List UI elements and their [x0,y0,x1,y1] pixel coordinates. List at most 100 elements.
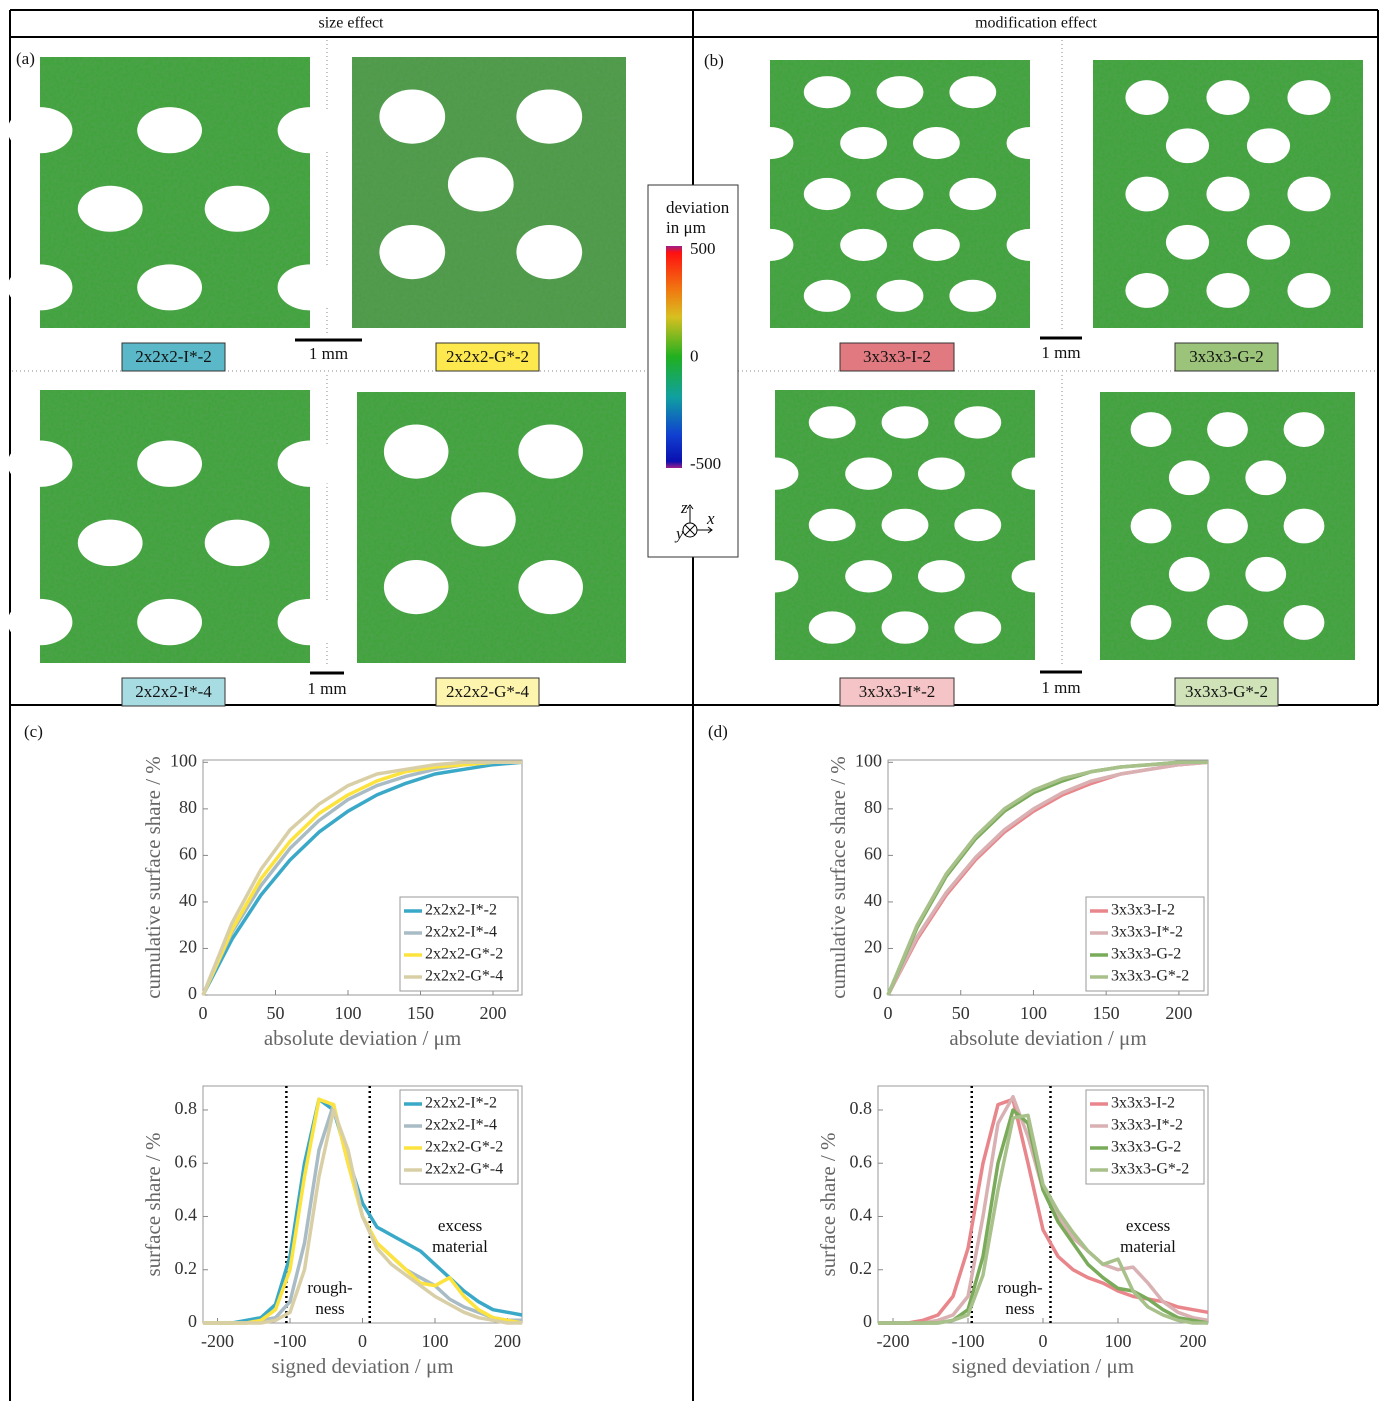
panel-label: (a) [16,49,35,68]
y-tick-label: 0.2 [175,1258,198,1278]
axes-icon-label: y [674,524,684,543]
y-axis-label: cumulative surface share / % [141,756,165,999]
lattice-hole [913,228,960,261]
annotation: material [1120,1237,1176,1256]
y-tick-label: 0.2 [850,1258,873,1278]
colorbar-box [647,184,739,558]
sample-label-box [1174,342,1279,372]
lattice-hole [751,560,799,593]
lattice-hole [204,185,270,232]
lattice-render [746,60,1054,328]
sample-label: 2x2x2-G*-2 [446,347,529,366]
data-line [886,760,1209,996]
colorbar-tick-label: 500 [690,239,716,258]
lattice-hole [518,560,583,615]
legend-label: 3x3x3-G-2 [1111,946,1181,963]
legend-label: 3x3x3-G*-2 [1111,968,1189,985]
data-line [878,1113,1208,1325]
sample-label: 2x2x2-G*-4 [446,682,530,701]
y-tick-label: 0.8 [175,1098,198,1118]
scale-bar-label: 1 mm [1041,678,1080,697]
y-axis-label: cumulative surface share / % [826,756,850,999]
data-line [203,1097,523,1325]
panel-label: (b) [704,51,724,70]
lattice-hole [1245,460,1287,496]
data-line [201,760,522,996]
x-tick-label: 200 [494,1331,521,1351]
lattice-hole [383,424,449,479]
y-tick-label: 100 [855,750,882,770]
sample-label: 2x2x2-I*-4 [135,682,212,701]
lattice-render [1093,60,1363,328]
x-tick-label: 0 [884,1003,893,1023]
lattice-hole [277,598,343,646]
lattice-hole [379,225,446,280]
axes-icon-label: z [680,498,688,517]
sample-label-box [839,677,955,707]
lattice-hole [1283,508,1325,544]
colorbar [666,246,682,468]
lattice-hole [954,406,1002,439]
colorbar-tick-label: -500 [690,454,721,473]
lattice-hole [808,611,856,644]
data-line [878,1097,1209,1325]
lattice-hole [803,279,851,312]
lattice-hole [1283,412,1325,447]
separators [12,40,1376,665]
lattice-render [1100,392,1355,660]
lattice-hole [949,279,997,312]
colorbar-label: deviation [666,198,730,217]
lattice-hole [277,264,343,311]
lattice-hole [746,228,794,261]
lattice-hole [949,177,997,211]
y-axis-label: surface share / % [141,1132,165,1276]
lattice-hole [137,107,203,154]
y-tick-label: 60 [179,844,197,864]
y-tick-label: 0 [873,983,882,1003]
lattice-render [357,392,626,663]
lattice-hole [1165,224,1210,260]
lattice-hole [949,76,997,109]
y-tick-label: 0.4 [175,1205,198,1225]
lattice-hole [1246,128,1291,164]
sample-label-box [839,342,955,372]
lattice-hole [845,560,892,593]
y-tick-label: 0.8 [850,1098,873,1118]
scale-bar-label: 1 mm [309,344,348,363]
x-axis-label: signed deviation / μm [952,1354,1134,1378]
lattice-hole [1006,228,1054,261]
legend-label: 3x3x3-I-2 [1111,1095,1175,1112]
legend-label: 2x2x2-G*-4 [425,1161,503,1178]
x-tick-label: 0 [1039,1331,1048,1351]
x-tick-label: -200 [877,1331,910,1351]
lattice-hole [1207,508,1248,544]
legend-label: 2x2x2-G*-2 [425,1139,503,1156]
sample-label-box [121,677,226,707]
axes-icon-label: x [706,509,715,528]
lattice-hole [954,611,1002,644]
lattice-hole [447,157,514,212]
y-tick-label: 40 [864,890,882,910]
lattice-hole [881,508,929,542]
lattice-hole [1168,556,1210,592]
lattice-render [751,390,1059,660]
lattice-hole [451,492,516,547]
legend-label: 2x2x2-I*-4 [425,1117,497,1134]
lattice-hole [840,127,887,160]
lattice-hole [516,225,583,280]
x-axis-label: absolute deviation / μm [264,1026,461,1050]
y-tick-label: 60 [864,844,882,864]
legend-label: 2x2x2-G*-4 [425,968,503,985]
lattice-hole [1206,273,1250,308]
x-tick-label: 100 [1105,1331,1132,1351]
lattice-hole [746,127,794,160]
lattice-hole [751,457,799,490]
lattice-hole [1283,605,1325,640]
lattice-render [7,57,343,328]
sample-label-box [435,342,540,372]
data-line [201,760,522,996]
lattice-hole [876,279,924,312]
legend-label: 2x2x2-I*-2 [425,902,497,919]
x-tick-label: 200 [1165,1003,1192,1023]
